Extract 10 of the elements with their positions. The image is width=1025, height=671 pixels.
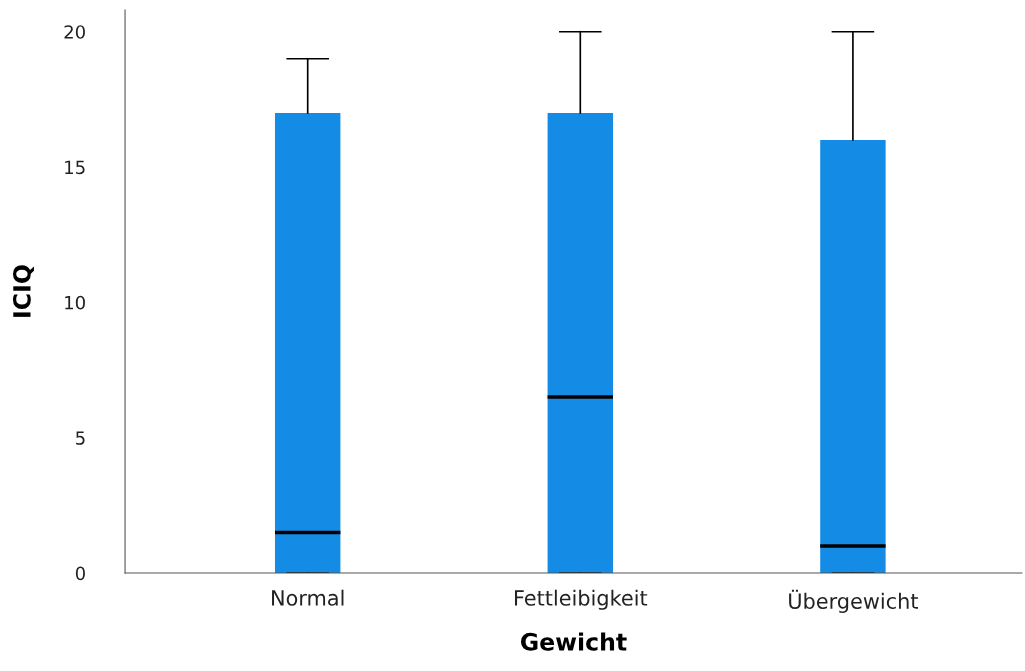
y-tick-label: 10 <box>65 295 85 310</box>
y-tick-label: 0 <box>75 566 85 581</box>
x-axis-title: Gewicht <box>520 632 627 651</box>
x-tick-label: Normal <box>272 589 344 606</box>
x-tick-label: Übergewicht <box>789 589 918 614</box>
y-tick-label: 5 <box>76 431 85 445</box>
x-tick-label: Fettleibigkeit <box>514 589 648 610</box>
y-tick-label: 15 <box>65 160 85 175</box>
y-axis-title: ICIQ <box>12 265 34 317</box>
y-tick-label: 20 <box>64 25 85 39</box>
